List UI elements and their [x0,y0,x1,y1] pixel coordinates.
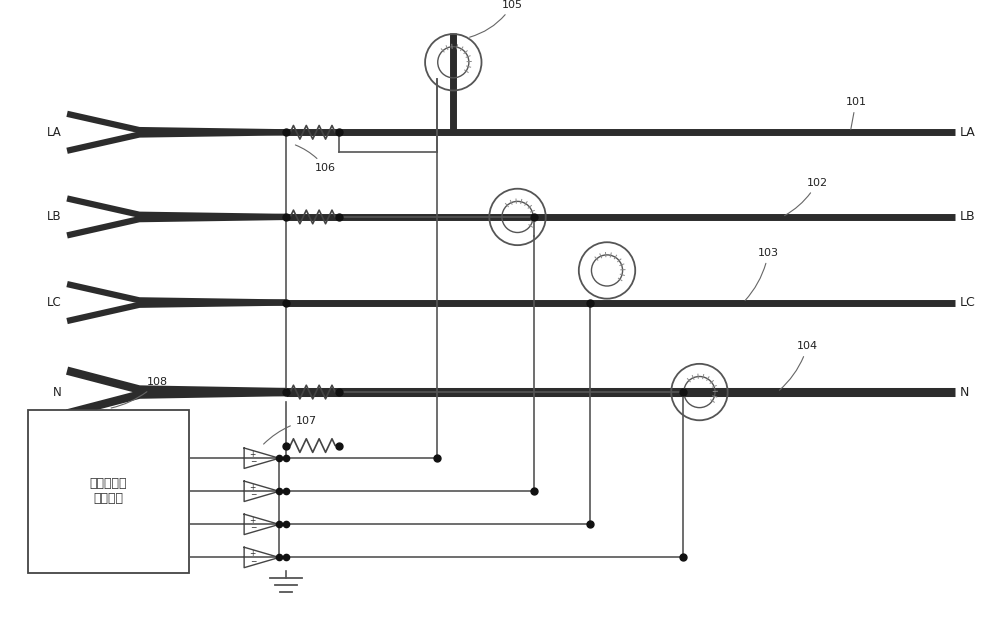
Text: LA: LA [960,126,976,139]
Text: N: N [52,386,61,399]
Text: N: N [960,386,970,399]
Text: 107: 107 [264,416,317,444]
Text: 106: 106 [295,145,336,173]
Text: +: + [250,450,256,459]
Bar [28,409,189,573]
Text: 104: 104 [779,341,818,390]
Text: 有线或无线
通信模块: 有线或无线 通信模块 [90,478,127,505]
Text: −: − [250,557,256,566]
Text: 103: 103 [745,248,779,301]
Text: LC: LC [960,296,976,309]
Text: −: − [250,458,256,466]
Text: +: + [250,549,256,558]
Text: LC: LC [46,296,61,309]
Text: 101: 101 [845,97,866,129]
Text: +: + [250,516,256,525]
Text: +: + [250,483,256,492]
Text: LB: LB [960,211,976,224]
Text: 105: 105 [470,0,523,38]
Text: 108: 108 [111,378,168,408]
Text: LA: LA [46,126,61,139]
Text: −: − [250,491,256,499]
Text: LB: LB [47,211,61,224]
Text: 102: 102 [785,177,828,216]
Text: −: − [250,524,256,532]
